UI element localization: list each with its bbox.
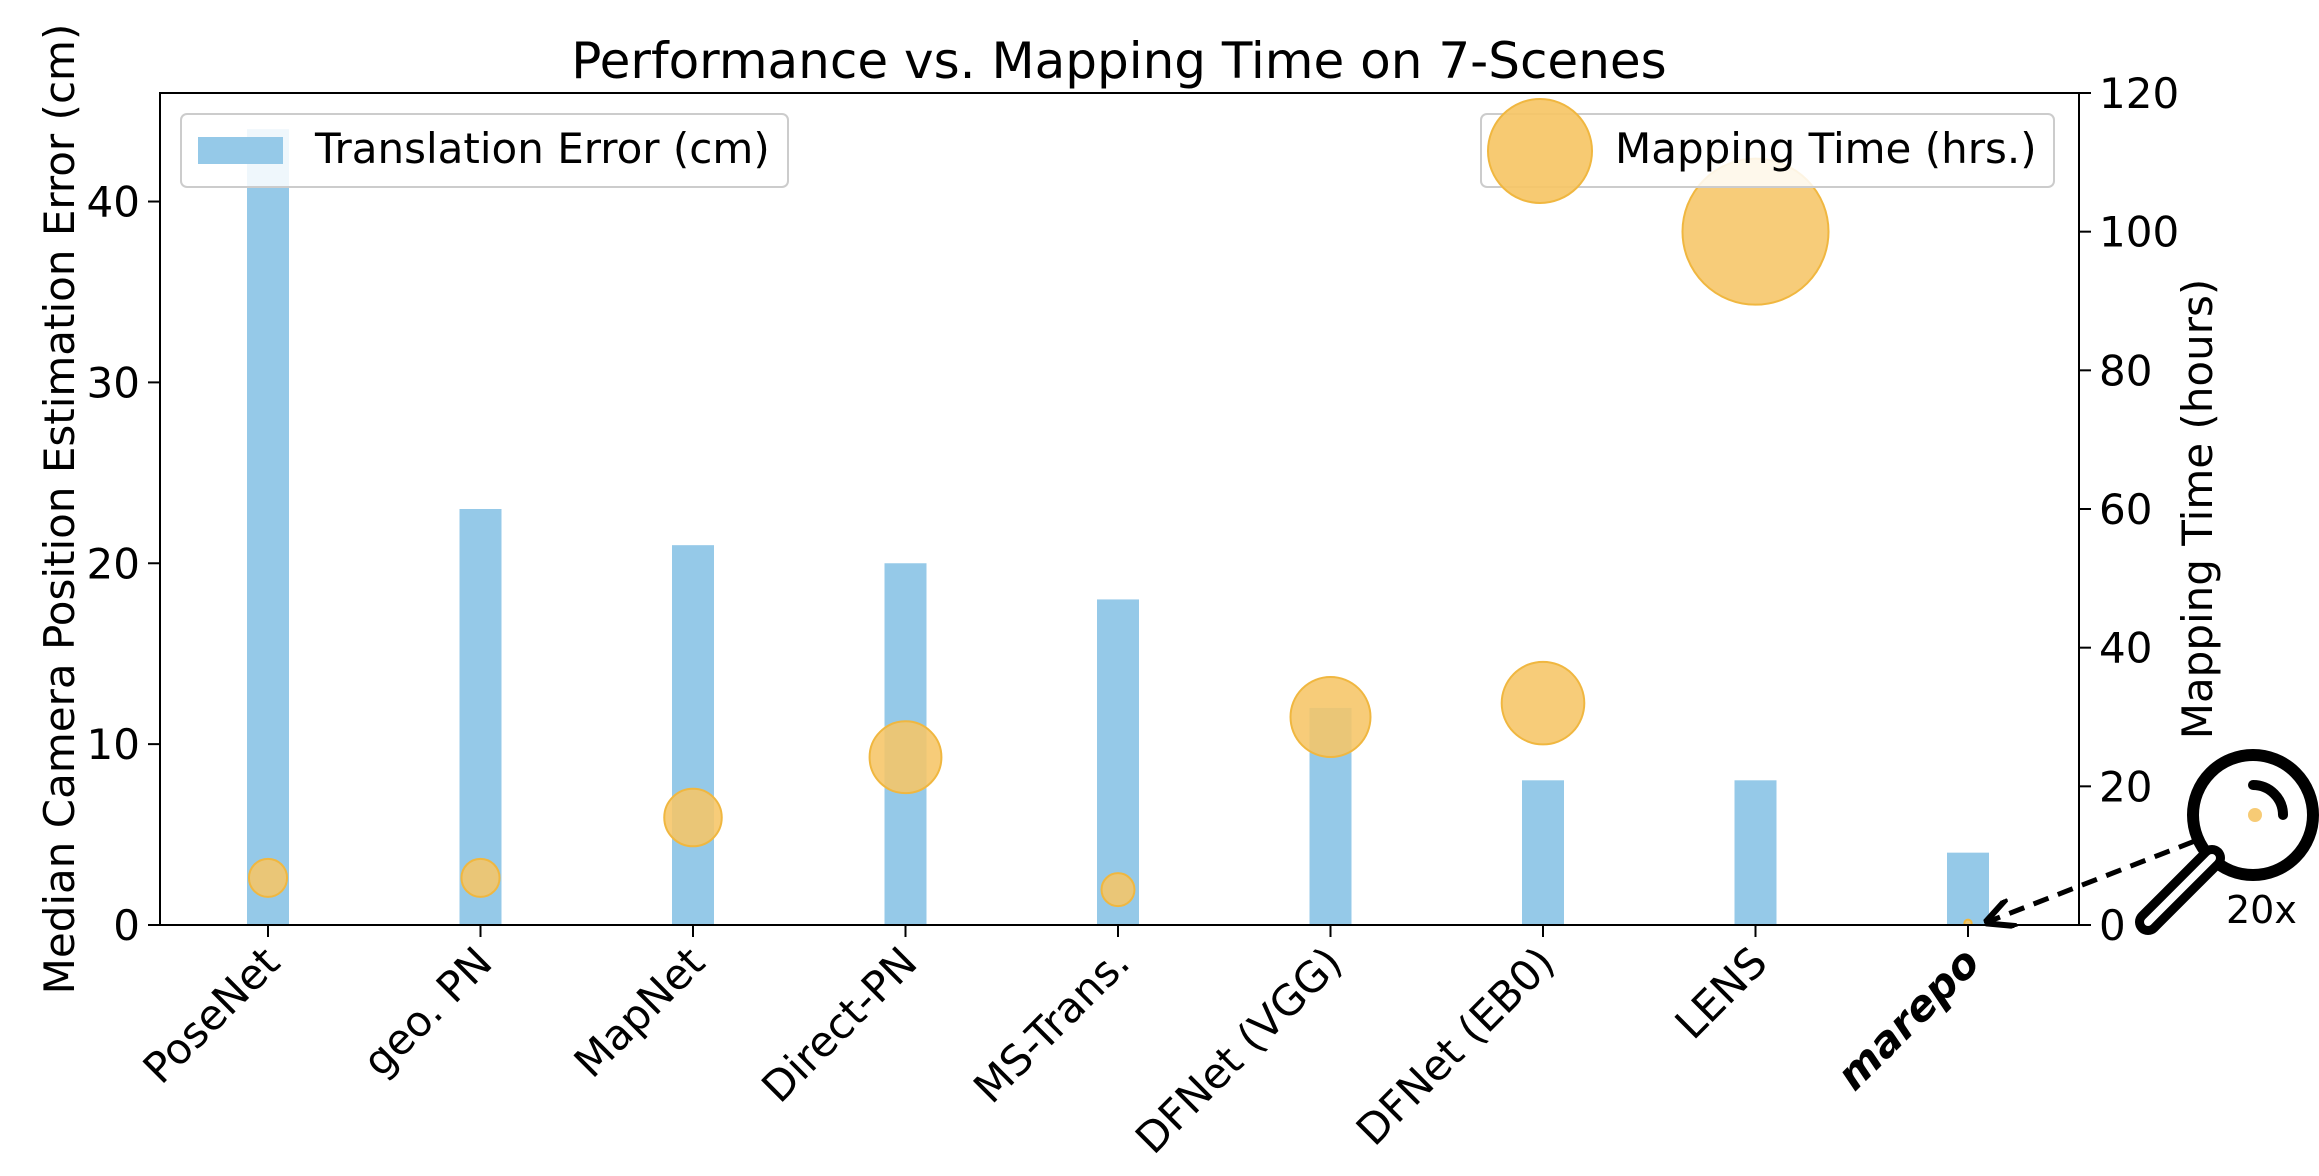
x-tick-label-posenet: PoseNet <box>134 937 290 1093</box>
left-axis-ticks: 0 10 20 30 40 <box>87 178 160 950</box>
x-tick-label-lens: LENS <box>1666 937 1777 1048</box>
legend-mapping-time-label: Mapping Time (hrs.) <box>1615 124 2037 173</box>
bubbles-layer <box>247 157 1973 925</box>
bar-posenet <box>247 129 289 925</box>
x-tick-label-dfnet-eb0: DFNet (EB0) <box>1347 937 1564 1154</box>
bubble-posenet <box>247 857 289 898</box>
bubble-mapnet <box>663 787 723 848</box>
magnifier-pointer-arrow <box>1990 829 2219 921</box>
y-tick-label: 20 <box>87 539 140 588</box>
zoom-factor-label: 20x <box>2226 888 2297 932</box>
bar-geo-pn <box>459 509 502 925</box>
legend-translation-error-box <box>180 113 789 188</box>
legend-translation-error-swatch <box>198 137 283 164</box>
y2-tick-label: 20 <box>2099 762 2152 811</box>
bar-mapnet <box>672 545 714 925</box>
bubble-marepo <box>1963 918 1973 925</box>
y-tick-label: 30 <box>87 358 140 407</box>
legend-translation-error: Translation Error (cm) <box>180 113 789 188</box>
bar-dfnet-eb0 <box>1522 780 1564 925</box>
bubble-direct-pn <box>868 720 943 795</box>
bubble-geo-pn <box>460 857 501 898</box>
y2-axis-label: Mapping Time (hours) <box>2173 279 2222 740</box>
y2-tick-label: 40 <box>2099 624 2152 673</box>
y-tick-label: 40 <box>87 178 140 227</box>
bubble-ms-trans <box>1100 872 1136 908</box>
y2-tick-label: 100 <box>2099 208 2179 257</box>
y-axis-label: Median Camera Position Estimation Error … <box>35 24 84 995</box>
legend-mapping-time-box <box>1480 113 2055 188</box>
legend-mapping-time-marker <box>1487 98 1593 204</box>
x-tick-label-marepo: marepo <box>1827 937 1989 1099</box>
y2-tick-label: 0 <box>2099 901 2126 950</box>
legend-mapping-time: Mapping Time (hrs.) <box>1480 98 2055 204</box>
legend-translation-error-label: Translation Error (cm) <box>314 124 770 173</box>
y2-tick-label: 60 <box>2099 485 2152 534</box>
chart-title: Performance vs. Mapping Time on 7-Scenes <box>571 32 1666 90</box>
x-tick-label-geo-pn: geo. PN <box>353 937 501 1085</box>
magnified-bubble-marepo <box>2248 808 2262 822</box>
y-tick-label: 10 <box>87 720 140 769</box>
bar-ms-trans <box>1097 599 1139 925</box>
y2-tick-label: 80 <box>2099 346 2152 395</box>
x-tick-label-ms-trans: MS-Trans. <box>964 937 1139 1112</box>
x-tick-label-mapnet: MapNet <box>565 937 714 1086</box>
x-tick-label-dfnet-vgg: DFNet (VGG) <box>1126 937 1352 1163</box>
bars-layer <box>247 129 1989 925</box>
right-axis-ticks: 0 20 40 60 80 100 120 <box>2079 69 2179 950</box>
bubble-dfnet-eb0 <box>1500 660 1586 746</box>
x-tick-label-direct-pn: Direct-PN <box>752 937 926 1111</box>
bubble-dfnet-vgg <box>1289 676 1372 758</box>
y-tick-label: 0 <box>113 901 140 950</box>
bar-lens <box>1734 780 1777 925</box>
y2-tick-label: 120 <box>2099 69 2179 118</box>
magnifier-annotation: 20x <box>1990 749 2319 935</box>
x-axis-ticks: PoseNet geo. PN MapNet Direct-PN MS-Trans.DF… <box>134 925 1989 1163</box>
bar-marepo <box>1947 852 1989 925</box>
